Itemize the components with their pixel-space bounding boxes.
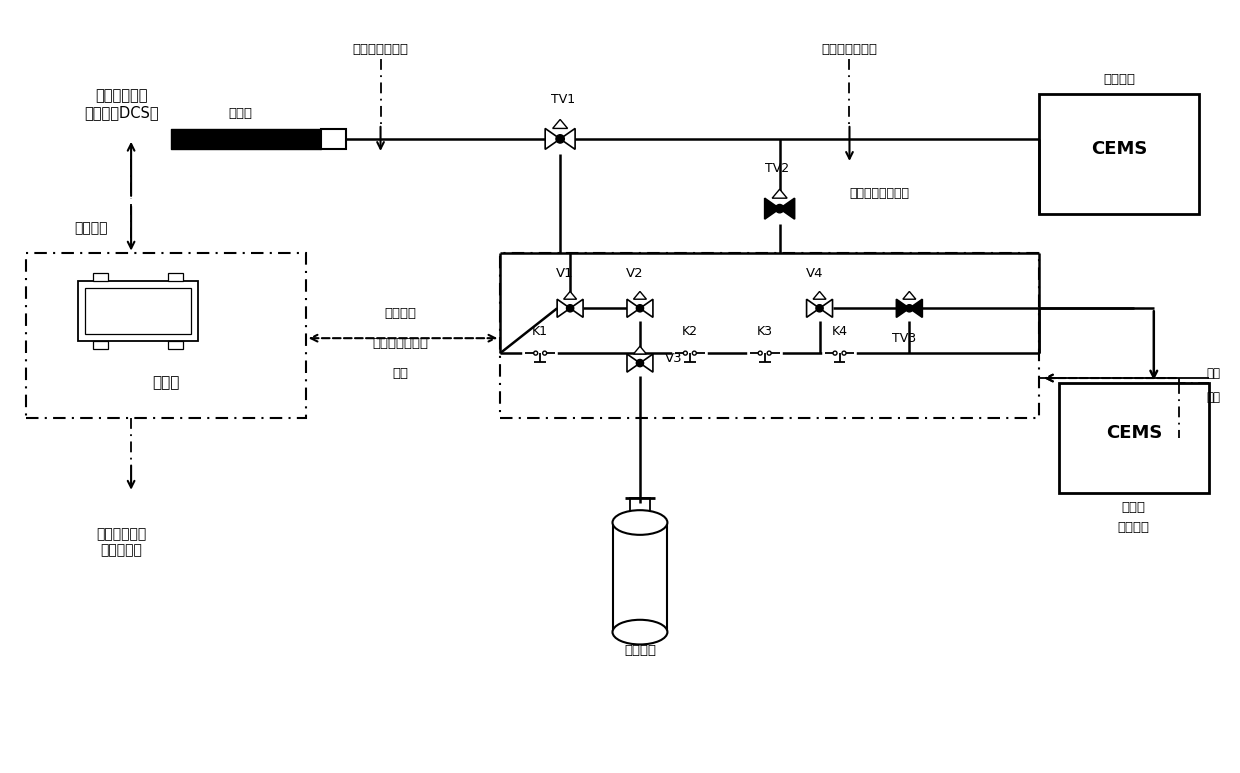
Text: V3: V3 [665, 352, 682, 365]
Text: 处理器: 处理器 [153, 376, 180, 390]
Polygon shape [806, 299, 820, 318]
Circle shape [833, 351, 837, 355]
Bar [630, 498, 650, 512]
Polygon shape [553, 120, 568, 128]
Text: TV1: TV1 [551, 93, 575, 106]
Text: K3: K3 [756, 325, 773, 338]
Circle shape [692, 351, 697, 355]
Text: 仪器: 仪器 [1207, 391, 1220, 404]
Polygon shape [897, 299, 909, 318]
Text: CEMS: CEMS [1106, 424, 1162, 442]
Bar [86, 288, 191, 334]
Polygon shape [640, 299, 653, 318]
Polygon shape [564, 291, 577, 299]
Circle shape [636, 359, 644, 366]
Circle shape [636, 305, 644, 312]
Polygon shape [813, 291, 826, 299]
Bar [93, 273, 108, 281]
Text: 管端: 管端 [1207, 366, 1220, 380]
Polygon shape [820, 299, 832, 318]
Text: 无线数据传送及: 无线数据传送及 [372, 337, 429, 349]
Circle shape [556, 135, 564, 143]
Bar [167, 273, 184, 281]
Text: 现场设备: 现场设备 [1102, 73, 1135, 86]
Circle shape [758, 351, 763, 355]
Polygon shape [546, 128, 560, 149]
Circle shape [842, 351, 846, 355]
Text: 便携设备: 便携设备 [1117, 521, 1149, 534]
Text: TV3: TV3 [893, 332, 916, 345]
Text: 标准气体: 标准气体 [624, 644, 656, 656]
Circle shape [533, 351, 538, 355]
Circle shape [543, 351, 547, 355]
Text: TV2: TV2 [765, 162, 789, 175]
Circle shape [768, 351, 771, 355]
Text: V2: V2 [626, 267, 644, 280]
Circle shape [905, 305, 913, 312]
Bar [1059, 383, 1209, 492]
Polygon shape [627, 354, 640, 372]
Polygon shape [765, 198, 780, 219]
Circle shape [683, 351, 687, 355]
Text: 采样及伴热管路: 采样及伴热管路 [821, 43, 878, 56]
Bar [613, 523, 667, 632]
Polygon shape [557, 299, 570, 318]
Text: 数据交换: 数据交换 [384, 307, 417, 320]
Polygon shape [903, 291, 916, 299]
Polygon shape [780, 198, 795, 219]
Text: V1: V1 [557, 267, 574, 280]
Polygon shape [570, 299, 583, 318]
Bar [26, 254, 306, 418]
Bar [167, 341, 184, 349]
Polygon shape [560, 128, 575, 149]
Text: K1: K1 [532, 325, 548, 338]
Text: V4: V4 [806, 267, 823, 280]
Bar [78, 281, 198, 341]
Text: 采样及伴热管路: 采样及伴热管路 [352, 43, 408, 56]
Polygon shape [627, 299, 640, 318]
Text: 控制: 控制 [393, 366, 408, 380]
Text: K2: K2 [682, 325, 698, 338]
Polygon shape [634, 346, 646, 354]
Polygon shape [634, 291, 646, 299]
Text: 报告输出及评
估结果显示: 报告输出及评 估结果显示 [95, 527, 146, 557]
Bar [500, 254, 1039, 418]
Polygon shape [773, 189, 787, 198]
Ellipse shape [613, 510, 667, 535]
Text: 数据交换: 数据交换 [74, 222, 108, 236]
Ellipse shape [613, 620, 667, 645]
Text: K4: K4 [832, 325, 847, 338]
Text: 发电机脱硝控
制系统（DCS）: 发电机脱硝控 制系统（DCS） [84, 88, 159, 121]
Bar [321, 129, 346, 149]
Circle shape [567, 305, 574, 312]
Text: 远程采样切换组件: 远程采样切换组件 [849, 187, 909, 200]
Circle shape [816, 305, 823, 312]
Text: CEMS: CEMS [1091, 140, 1147, 158]
Bar [1039, 94, 1199, 213]
Polygon shape [640, 354, 653, 372]
Circle shape [775, 204, 784, 213]
Polygon shape [909, 299, 923, 318]
Text: 高精度: 高精度 [1122, 501, 1146, 514]
Text: 采样枪: 采样枪 [229, 107, 253, 121]
Bar [93, 341, 108, 349]
